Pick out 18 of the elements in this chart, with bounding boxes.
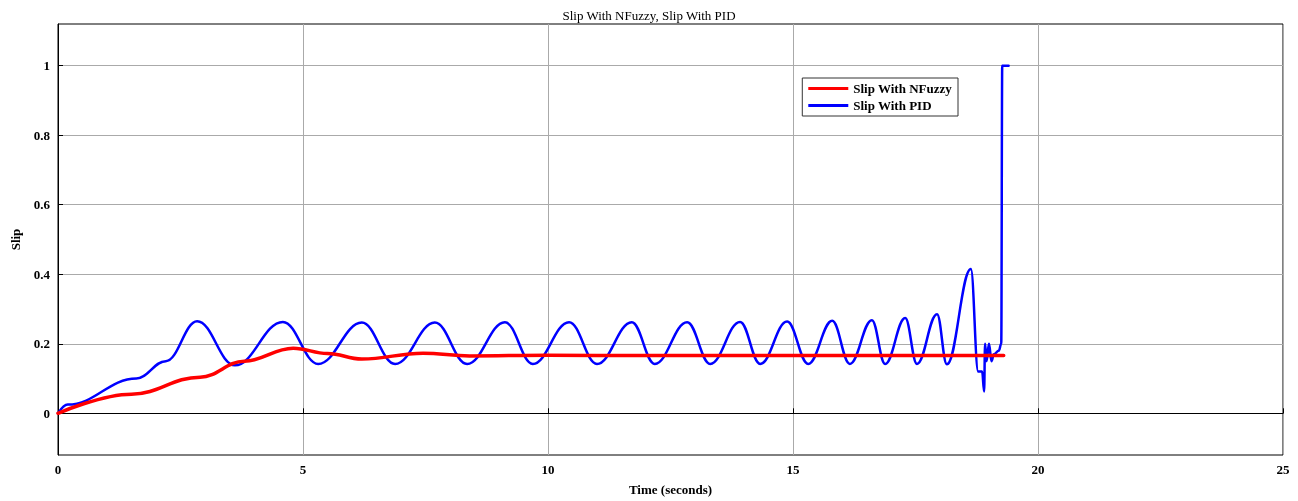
chart-title: Slip With NFuzzy, Slip With PID	[562, 8, 736, 23]
x-tick-label: 0	[54, 462, 62, 477]
x-axis-title: Time (seconds)	[628, 482, 713, 497]
x-tick-label: 10	[541, 462, 555, 477]
legend-label: Slip With NFuzzy	[853, 81, 953, 96]
y-tick-label: 1	[43, 58, 50, 74]
line-series	[56, 346, 1006, 416]
y-tick-label: 0.2	[33, 336, 50, 352]
x-tick-label: 25	[1276, 462, 1290, 477]
x-tick-label: 15	[786, 462, 800, 477]
y-tick-label: 0.6	[33, 197, 51, 213]
x-tick-label: 5	[299, 462, 307, 477]
y-tick-label: 0	[43, 405, 50, 421]
y-tick-label: 0.4	[33, 266, 51, 282]
legend-label: Slip With PID	[853, 98, 932, 113]
y-tick-label: 0.8	[33, 127, 51, 143]
y-axis-title: Slip	[8, 228, 23, 251]
x-tick-label: 20	[1031, 462, 1045, 477]
